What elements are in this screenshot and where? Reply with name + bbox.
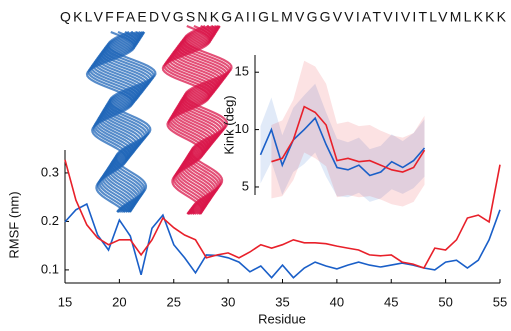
x-tick-label: 30 [221, 294, 235, 309]
x-tick-label: 50 [438, 294, 452, 309]
x-tick-label: 20 [112, 294, 126, 309]
x-axis-label: Residue [258, 311, 306, 326]
y-tick-label: 0.1 [41, 261, 59, 276]
y-tick-label: 5 [242, 178, 249, 193]
x-tick-label: 35 [275, 294, 289, 309]
x-tick-label: 15 [58, 294, 72, 309]
y-axis-label: RMSF (nm) [6, 191, 21, 258]
x-tick-label: 45 [384, 294, 398, 309]
y-tick-label: 0.3 [41, 164, 59, 179]
chart: Residue RMSF (nm) Kink (deg) QKLVFFAEDVG… [0, 0, 511, 331]
y-tick-label: 15 [235, 64, 249, 79]
y-tick-label: 0.2 [41, 213, 59, 228]
y-tick-label: 10 [235, 121, 249, 136]
x-tick-label: 25 [167, 294, 181, 309]
sequence: QKLVFFAEDVGSNKGAIIGLMVGGVVIATVIVITLVMLKK… [60, 9, 507, 25]
x-tick-label: 40 [330, 294, 344, 309]
error-band [271, 61, 424, 207]
x-tick-label: 55 [493, 294, 507, 309]
helix-images [87, 26, 232, 214]
